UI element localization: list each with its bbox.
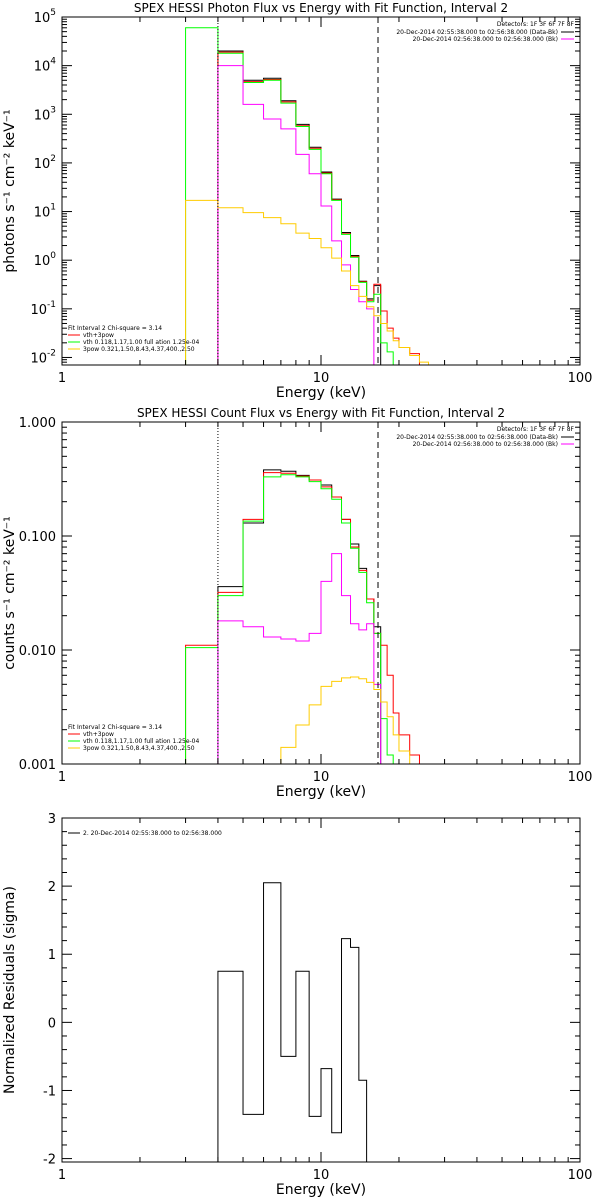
y-tick-label: 3 bbox=[48, 812, 56, 827]
y-tick-label: 1 bbox=[48, 948, 56, 963]
x-axis-label: Energy (keV) bbox=[276, 1182, 366, 1198]
y-tick-label: 2 bbox=[48, 880, 56, 895]
series-line-4 bbox=[217, 65, 375, 365]
legend-entry: 20-Dec-2014 02:56:38.000 to 02:56:38.000… bbox=[413, 36, 558, 43]
legend-header: Detectors: 1F 3F 6F 7F 8F bbox=[497, 426, 575, 433]
chart-title: SPEX HESSI Count Flux vs Energy with Fit… bbox=[137, 406, 505, 420]
y-tick-label: 100 bbox=[34, 251, 57, 269]
legend-entry: 3pow 0.321,1.50,8.43,4.37,400.,2.50 bbox=[83, 745, 195, 752]
series-line-1 bbox=[217, 882, 368, 1162]
x-tick-label: 100 bbox=[568, 770, 593, 785]
series-line-1 bbox=[217, 469, 382, 764]
legend-entry: vth 0.118,1.17,1.00 full ation 1.25e-04 bbox=[83, 738, 199, 745]
legend-header: Fit Interval 2 Chi-square = 3.14 bbox=[68, 325, 162, 332]
legend-entry: 20-Dec-2014 02:56:38.000 to 02:56:38.000… bbox=[413, 441, 558, 448]
y-axis-label: counts s⁻¹ cm⁻² keV⁻¹ bbox=[2, 516, 18, 670]
legend-entry: vth+3pow bbox=[83, 731, 114, 738]
legend-header: Fit Interval 2 Chi-square = 3.14 bbox=[68, 724, 162, 731]
y-tick-label: 1.000 bbox=[19, 416, 56, 431]
x-tick-label: 100 bbox=[568, 371, 593, 386]
chart-2: SPEX HESSI Count Flux vs Energy with Fit… bbox=[2, 406, 592, 800]
y-tick-label: 103 bbox=[34, 105, 56, 123]
y-tick-label: 0.100 bbox=[19, 530, 56, 545]
legend-header: Detectors: 1F 3F 6F 7F 8F bbox=[497, 21, 575, 28]
series-line-5 bbox=[263, 676, 420, 764]
y-tick-label: 10-1 bbox=[30, 300, 56, 318]
x-tick-label: 100 bbox=[568, 1168, 593, 1183]
legend-entry: 2. 20-Dec-2014 02:55:38.000 to 02:56:38.… bbox=[83, 830, 222, 837]
series-line-3 bbox=[185, 474, 394, 764]
legend-entry: vth+3pow bbox=[83, 332, 114, 339]
y-tick-label: 104 bbox=[34, 57, 57, 75]
series-line-5 bbox=[185, 199, 429, 365]
x-tick-label: 1 bbox=[58, 1168, 66, 1183]
y-tick-label: 0.010 bbox=[19, 644, 56, 659]
chart-1: SPEX HESSI Photon Flux vs Energy with Fi… bbox=[2, 1, 592, 401]
series-line-4 bbox=[217, 553, 382, 764]
y-tick-label: 105 bbox=[34, 8, 56, 26]
y-axis-label: photons s⁻¹ cm⁻² keV⁻¹ bbox=[2, 109, 18, 272]
series-line-1 bbox=[217, 50, 382, 365]
y-tick-label: -1 bbox=[43, 1084, 56, 1099]
legend-entry: 20-Dec-2014 02:55:38.000 to 02:56:38.000… bbox=[396, 434, 558, 441]
legend-entry: vth 0.118,1.17,1.00 full ation 1.25e-04 bbox=[83, 339, 199, 346]
y-tick-label: 0 bbox=[48, 1016, 56, 1031]
y-tick-label: -2 bbox=[43, 1153, 56, 1168]
x-tick-label: 10 bbox=[313, 371, 330, 386]
y-tick-label: 0.001 bbox=[19, 758, 56, 773]
y-tick-label: 101 bbox=[34, 203, 56, 221]
x-axis-label: Energy (keV) bbox=[276, 784, 366, 800]
x-tick-label: 10 bbox=[313, 1168, 330, 1183]
chart-title: SPEX HESSI Photon Flux vs Energy with Fi… bbox=[134, 1, 508, 15]
series-line-3 bbox=[185, 27, 394, 365]
x-tick-label: 1 bbox=[58, 371, 66, 386]
y-tick-label: 102 bbox=[34, 154, 56, 172]
legend-entry: 20-Dec-2014 02:55:38.000 to 02:56:38.000… bbox=[396, 29, 558, 36]
legend-entry: 3pow 0.321,1.50,8.43,4.37,400.,2.50 bbox=[83, 346, 195, 353]
y-axis-label: Normalized Residuals (sigma) bbox=[2, 886, 18, 1094]
series-line-2 bbox=[185, 472, 420, 764]
x-axis-label: Energy (keV) bbox=[276, 385, 366, 401]
y-tick-label: 10-2 bbox=[30, 348, 56, 366]
x-tick-label: 10 bbox=[313, 770, 330, 785]
x-tick-label: 1 bbox=[58, 770, 66, 785]
chart-3: 1 10 100 -2 -1 0 1 2 3 Energy (keV) Normalized Res… bbox=[2, 812, 592, 1198]
